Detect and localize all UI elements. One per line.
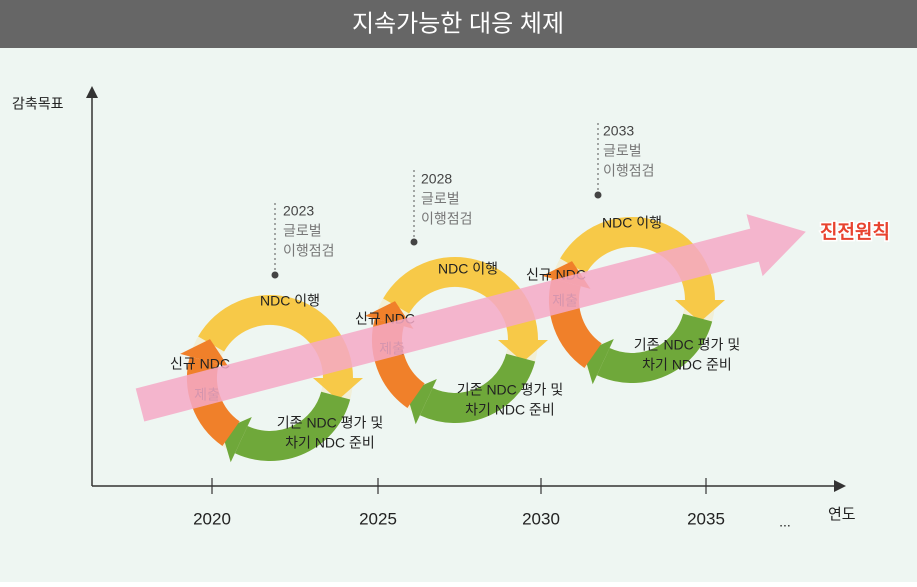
x-tick-label: 2035 (687, 509, 725, 528)
x-tick-label: 2025 (359, 509, 397, 528)
review-label: 기존 NDC 평가 및 (457, 382, 563, 398)
header-title: 지속가능한 대응 체제 (352, 10, 564, 37)
implement-label: NDC 이행 (260, 293, 320, 309)
checkpoint-label: 글로벌 (603, 143, 642, 159)
x-tick-label: 2020 (193, 509, 231, 528)
implement-label: NDC 이행 (602, 215, 662, 231)
x-tick-label: 2030 (522, 509, 560, 528)
checkpoint-label: 이행점검 (603, 163, 655, 179)
checkpoint-dot (272, 272, 279, 279)
review-label: 차기 NDC 준비 (285, 435, 375, 451)
checkpoint-label: 2023 (283, 203, 314, 219)
checkpoint-label: 이행점검 (283, 243, 335, 259)
checkpoint-label: 2033 (603, 123, 634, 139)
checkpoint-label: 이행점검 (421, 211, 473, 227)
page: 지속가능한 대응 체제 감축목표 연도 2020 2025 2030 2035... 2… (0, 0, 917, 587)
review-label: 차기 NDC 준비 (642, 357, 732, 373)
checkpoint-label: 2028 (421, 171, 452, 187)
background (0, 0, 917, 582)
review-label: 기존 NDC 평가 및 (277, 415, 383, 431)
diagram: 지속가능한 대응 체제 감축목표 연도 2020 2025 2030 2035... 2… (0, 0, 917, 582)
checkpoint-label: 글로벌 (421, 191, 460, 207)
x-axis-label: 연도 (828, 506, 856, 523)
x-tick-label: ... (779, 514, 791, 530)
principle-label: 진전원칙 (820, 221, 890, 243)
checkpoint-dot (595, 192, 602, 199)
checkpoint-dot (411, 239, 418, 246)
checkpoint-label: 글로벌 (283, 223, 322, 239)
y-axis-label: 감축목표 (12, 96, 64, 112)
review-label: 기존 NDC 평가 및 (634, 337, 740, 353)
implement-label: NDC 이행 (438, 261, 498, 277)
review-label: 차기 NDC 준비 (465, 402, 555, 418)
